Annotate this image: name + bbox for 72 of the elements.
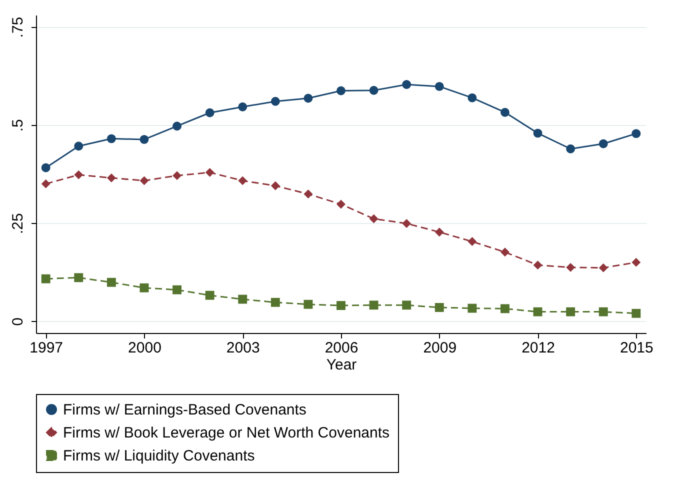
x-tick-label: 2006 — [324, 340, 358, 356]
point — [533, 260, 542, 270]
point — [598, 307, 608, 316]
legend-label: Firms w/ Earnings-Based Covenants — [63, 402, 306, 418]
point — [270, 96, 280, 106]
point — [336, 301, 346, 310]
point — [41, 274, 50, 284]
point — [304, 300, 313, 309]
point — [41, 179, 50, 188]
point — [304, 190, 313, 198]
x-tick-label: 2003 — [226, 340, 260, 356]
point — [205, 108, 214, 118]
x-tick-label: 2012 — [522, 340, 555, 356]
point — [41, 163, 50, 172]
y-tick-label: .25 — [10, 213, 26, 234]
point — [74, 142, 84, 151]
point — [205, 290, 214, 300]
point — [172, 171, 182, 180]
x-tick-label: 2009 — [423, 340, 457, 356]
point — [566, 262, 576, 272]
point — [468, 237, 477, 246]
point — [74, 273, 84, 282]
point — [434, 303, 444, 312]
point — [632, 308, 641, 318]
y-tick-label: .75 — [10, 16, 26, 38]
legend-label: Firms w/ Book Leverage or Net Worth Covenants — [63, 424, 390, 442]
point — [172, 285, 182, 294]
point — [369, 86, 378, 95]
point — [434, 82, 444, 91]
point — [205, 168, 214, 177]
point — [566, 144, 576, 154]
point — [598, 139, 608, 148]
point — [468, 93, 477, 102]
point — [270, 181, 280, 190]
point — [140, 134, 149, 144]
point — [402, 300, 412, 310]
y-tick-label: 0 — [10, 318, 26, 326]
point — [500, 248, 510, 257]
point — [402, 80, 412, 89]
point — [402, 218, 412, 228]
point — [500, 304, 510, 314]
point — [632, 129, 641, 138]
point — [336, 86, 346, 96]
point — [566, 307, 576, 316]
point — [598, 263, 608, 272]
point — [172, 122, 182, 131]
point — [238, 294, 248, 304]
legend-label: Firms w/ Liquidity Covenants — [63, 448, 255, 464]
point — [238, 102, 248, 112]
point — [500, 108, 510, 117]
point — [140, 283, 149, 292]
point — [106, 134, 116, 144]
x-tick-label: 1997 — [30, 340, 64, 356]
point — [434, 228, 444, 237]
point — [106, 278, 116, 287]
point — [106, 173, 116, 182]
point — [270, 298, 280, 307]
x-axis-title: Year — [326, 356, 357, 374]
point — [304, 94, 313, 103]
point — [533, 307, 542, 316]
point — [369, 214, 378, 224]
point — [74, 170, 84, 180]
point — [369, 300, 378, 310]
point — [533, 128, 542, 138]
point — [468, 304, 477, 313]
point — [238, 176, 248, 186]
x-tick-label: 2000 — [128, 340, 162, 356]
x-tick-label: 2015 — [620, 340, 654, 356]
y-tick-label: .5 — [10, 119, 26, 132]
point — [336, 200, 346, 209]
point — [140, 176, 149, 186]
point — [632, 258, 641, 267]
